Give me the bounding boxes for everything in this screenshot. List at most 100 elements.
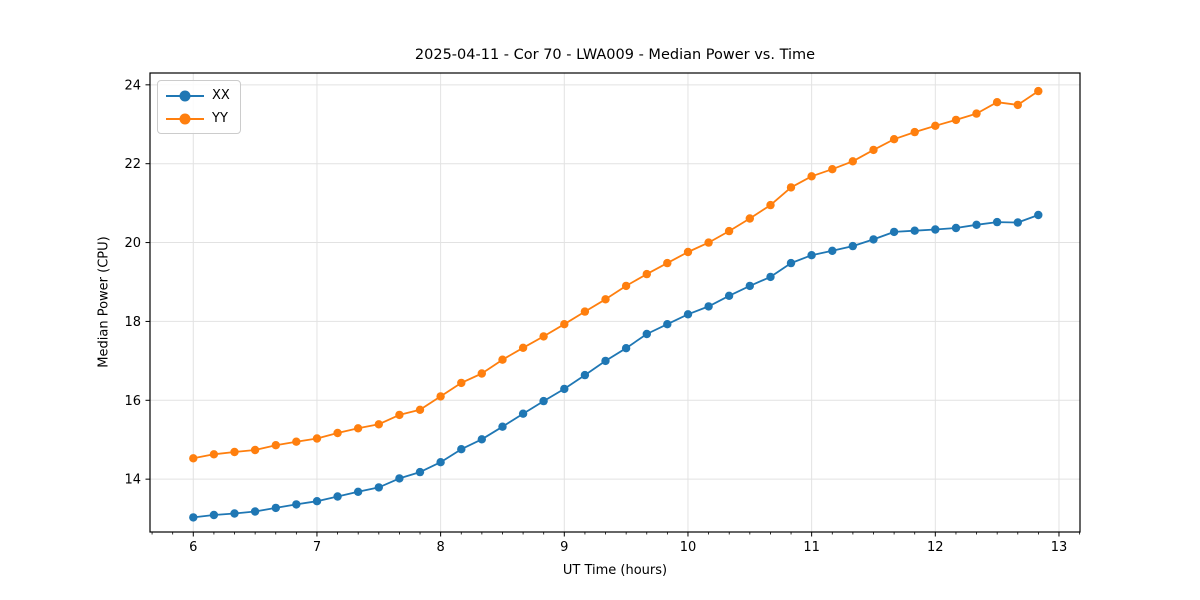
xx-marker: [539, 396, 548, 406]
xx-marker: [848, 241, 857, 251]
yy-marker: [271, 441, 280, 450]
yy-marker: [931, 121, 940, 130]
x-tick-label-8: 8: [436, 540, 444, 555]
yy-marker: [457, 378, 466, 388]
x-minor-ticks: [151, 532, 1081, 535]
yy-marker: [828, 165, 837, 174]
xx-marker: [642, 329, 651, 339]
yy-marker: [1034, 86, 1043, 96]
yy-marker: [560, 320, 569, 329]
yy-marker: [374, 420, 383, 429]
x-axis: 6 7 8 9 10 11 12 13: [189, 532, 1067, 555]
yy-marker: [292, 437, 301, 446]
xx-marker: [889, 227, 899, 237]
xx-marker: [580, 370, 590, 380]
x-tick-label-10: 10: [680, 540, 697, 555]
chart-title: 2025-04-11 - Cor 70 - LWA009 - Median Po…: [414, 47, 816, 63]
y-axis: 14 16 18 20 22 24: [124, 78, 150, 488]
xx-marker: [931, 225, 940, 234]
yy-marker: [683, 247, 693, 257]
xx-marker: [869, 235, 878, 244]
legend-label-xx: XX: [212, 88, 230, 103]
series-yy: [189, 86, 1043, 463]
yy-marker: [745, 214, 754, 223]
xx-marker: [209, 510, 219, 520]
x-tick-label-6: 6: [189, 540, 197, 555]
yy-marker: [539, 332, 548, 341]
legend-item-yy: YY: [165, 108, 230, 129]
yy-marker: [972, 109, 981, 118]
yy-marker: [786, 183, 796, 192]
xx-marker: [601, 356, 610, 366]
xx-marker: [786, 258, 796, 268]
xx-marker: [745, 281, 754, 291]
yy-marker: [353, 424, 363, 433]
xx-marker: [395, 474, 404, 483]
xx-marker: [1013, 218, 1022, 227]
yy-marker: [580, 307, 590, 316]
xx-marker: [457, 445, 466, 454]
xx-marker: [477, 435, 486, 444]
yy-marker: [621, 281, 631, 291]
xx-marker: [992, 217, 1002, 227]
xx-marker: [621, 344, 631, 353]
xx-marker: [333, 492, 342, 501]
series-xx: [189, 210, 1043, 522]
yy-marker: [992, 98, 1002, 107]
yy-marker: [1013, 100, 1022, 110]
y-tick-label-20: 20: [124, 236, 141, 251]
yy-marker: [704, 238, 713, 247]
yy-marker: [642, 269, 651, 279]
y-tick-label-22: 22: [124, 157, 141, 172]
yy-marker: [869, 145, 878, 155]
yy-marker: [766, 200, 775, 210]
xx-marker: [312, 497, 322, 506]
xx-marker: [766, 272, 775, 282]
xx-marker: [250, 507, 260, 516]
yy-marker: [889, 135, 899, 144]
plot-background: [150, 73, 1080, 532]
x-tick-label-12: 12: [927, 540, 944, 555]
yy-marker: [518, 343, 528, 352]
xx-marker: [724, 291, 734, 300]
x-tick-label-13: 13: [1051, 540, 1068, 555]
xx-marker: [415, 467, 425, 477]
y-axis-label: Median Power (CPU): [96, 236, 112, 368]
xx-marker: [353, 487, 363, 496]
yy-marker: [910, 127, 919, 137]
xx-marker: [704, 302, 713, 311]
xx-marker: [560, 384, 569, 394]
xx-marker: [374, 483, 383, 492]
legend-item-xx: XX: [165, 85, 230, 106]
xx-marker: [951, 223, 961, 233]
y-tick-label-24: 24: [124, 78, 141, 93]
xx-marker: [271, 503, 280, 513]
xx-marker: [436, 458, 445, 467]
yy-marker: [601, 295, 610, 304]
legend: XX YY: [157, 80, 241, 134]
x-tick-label-7: 7: [313, 540, 321, 555]
xx-marker: [1034, 210, 1043, 220]
xx-marker: [189, 513, 198, 522]
xx-marker: [518, 409, 528, 418]
plot-spines: [149, 72, 1081, 533]
yy-marker: [333, 428, 342, 438]
xx-marker: [807, 251, 816, 260]
xx-marker: [910, 226, 919, 235]
gridlines: [150, 73, 1080, 532]
yy-marker: [312, 434, 322, 443]
yy-marker: [415, 405, 425, 414]
yy-marker: [230, 447, 239, 457]
yy-marker: [477, 369, 486, 378]
xx-marker: [498, 422, 507, 431]
yy-marker: [951, 115, 961, 125]
yy-marker: [724, 226, 734, 236]
xx-marker: [292, 500, 301, 509]
yy-marker: [848, 157, 857, 166]
yy-marker: [498, 355, 507, 364]
xx-line-marker-icon: [166, 90, 204, 101]
x-tick-label-11: 11: [803, 540, 820, 555]
y-tick-label-18: 18: [124, 315, 141, 330]
